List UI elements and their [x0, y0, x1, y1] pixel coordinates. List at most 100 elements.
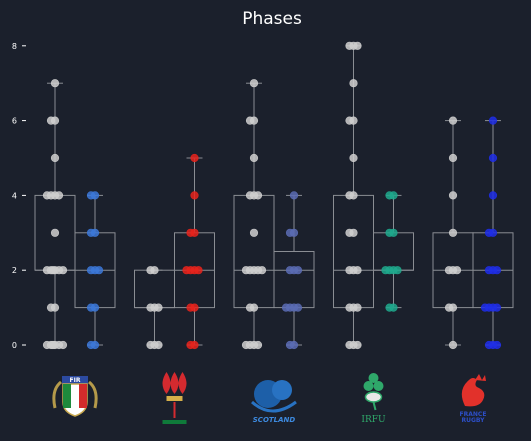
scotland-team-box [233, 194, 275, 309]
ireland-opponent-point [385, 228, 394, 237]
scotland-team-point [245, 116, 255, 125]
wales-opponent-point [186, 303, 195, 312]
france-logo-text: FRANCE [460, 411, 487, 418]
italy-logo-text: FIR [70, 377, 81, 384]
wales-base-band [162, 420, 187, 424]
y-tick-label: 6 [12, 117, 17, 126]
scotland-team-point [245, 191, 255, 200]
ireland-ball-shape [364, 391, 383, 403]
ireland-opponent-point [393, 266, 402, 275]
italy-red-stripe [79, 384, 87, 408]
ireland-team-point [345, 228, 354, 237]
scotland-team-point [257, 266, 267, 275]
italy-team-point [48, 266, 58, 275]
italy-laurel-shape [52, 380, 98, 409]
wales-team-box [134, 269, 175, 309]
scotland-thistle-head [272, 380, 292, 400]
italy-opponent-point [86, 266, 96, 275]
ireland-team-point [349, 153, 358, 163]
ireland-team-point [353, 303, 362, 312]
wales-logo-icon [162, 372, 187, 424]
italy-team-point [58, 340, 68, 350]
france-opponent-point [488, 116, 498, 125]
wales-team-point [146, 340, 155, 350]
france-team-point [444, 266, 454, 275]
scotland-opponent-point [293, 266, 303, 275]
y-tick-label: 0 [12, 341, 17, 350]
ireland-opponent-point [385, 191, 394, 200]
ireland-leaf-shape [368, 373, 379, 383]
ireland-stem-shape [372, 401, 377, 411]
ireland-leaf-shape [363, 381, 374, 391]
scotland-opponent-point [289, 191, 299, 200]
france-opponent-point [484, 266, 494, 275]
ireland-team-point [353, 266, 362, 275]
scotland-opponent-point [285, 266, 295, 275]
france-opponent-point [484, 340, 494, 350]
scotland-team-point [249, 153, 259, 163]
italy-green-stripe [63, 384, 71, 408]
italy-team-point [46, 303, 56, 312]
ireland-team-point [345, 266, 354, 275]
plot-area [34, 41, 514, 350]
france-opponent-point [488, 153, 498, 163]
italy-team-point [54, 191, 64, 200]
wales-opponent-point [186, 340, 195, 350]
wales-opponent-point [186, 228, 195, 237]
wales-opponent-point [190, 191, 199, 200]
france-opponent-point [492, 266, 502, 275]
italy-opponent-point [86, 303, 96, 312]
chart-title: Phases [242, 9, 302, 29]
wales-feather-shape [170, 372, 179, 394]
ireland-opponent-point [381, 266, 390, 275]
italy-team-point [42, 191, 52, 200]
wales-team-point [154, 340, 163, 350]
scotland-opponent-point [285, 228, 295, 237]
italy-team-point [50, 153, 60, 163]
scotland-team-point [245, 303, 255, 312]
ireland-team-point [345, 303, 354, 312]
scotland-opponent-box [273, 251, 315, 309]
ireland-team-point [345, 41, 354, 50]
france-opponent-point [492, 340, 502, 350]
ireland-logo-text: IRFU [361, 415, 386, 425]
scotland-team-point [241, 340, 251, 350]
france-logo-text-2: RUGBY [461, 417, 485, 424]
scotland-opponent-point [285, 340, 295, 350]
wales-coronet-shape [166, 396, 183, 401]
ireland-opponent-point [385, 303, 394, 312]
wales-team-point [146, 266, 155, 275]
ireland-team-point [349, 79, 358, 88]
italy-opponent-point [94, 266, 104, 275]
wales-team-point [154, 303, 163, 312]
scotland-logo-text: SCOTLAND [253, 416, 296, 424]
wales-feather-shape [178, 372, 187, 394]
scotland-team-point [241, 266, 251, 275]
scotland-swoosh-shape [250, 400, 297, 413]
wales-team-point [146, 303, 155, 312]
scotland-team-point [253, 340, 263, 350]
france-team-point [452, 266, 462, 275]
scotland-team-point [249, 228, 259, 237]
france-team-point [448, 340, 458, 350]
wales-feather-shape [162, 372, 171, 394]
ireland-team-point [345, 116, 354, 125]
ireland-team-point [353, 340, 362, 350]
wales-opponent-point [182, 266, 191, 275]
ireland-team-box [333, 194, 374, 309]
italy-opponent-point [86, 340, 96, 350]
france-opponent-point [480, 303, 490, 312]
france-team-point [444, 303, 454, 312]
france-opponent-point [492, 303, 502, 312]
italy-crest-band [62, 376, 88, 384]
italy-opponent-point [86, 191, 96, 200]
france-team-point [448, 191, 458, 200]
scotland-team-point [253, 191, 263, 200]
italy-team-point [50, 79, 60, 88]
ireland-logo-icon: IRFU [361, 373, 386, 425]
y-tick-label: 2 [12, 266, 17, 275]
italy-opponent-point [86, 228, 96, 237]
y-axis: 0 2 4 6 8 [12, 42, 26, 350]
